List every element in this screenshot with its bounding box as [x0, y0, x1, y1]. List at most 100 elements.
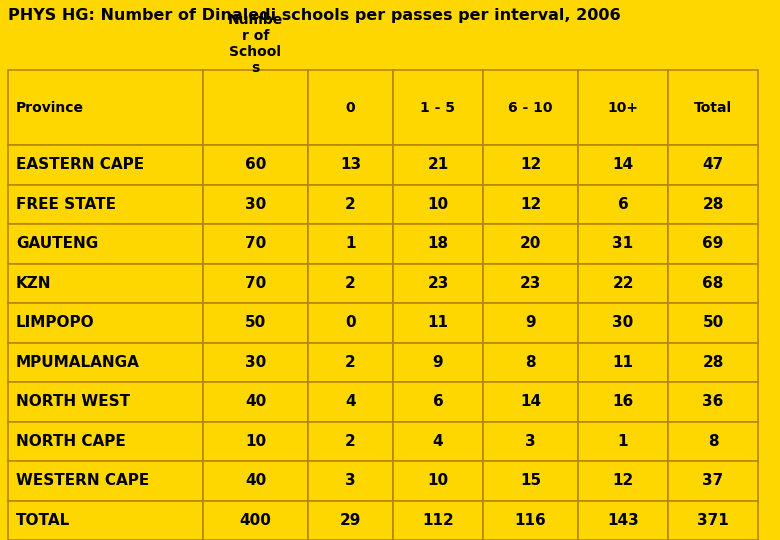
Text: 50: 50	[702, 315, 724, 330]
Bar	[483, 342, 578, 382]
Text: 371: 371	[697, 513, 729, 528]
Text: 112: 112	[422, 513, 454, 528]
Text: 31: 31	[612, 237, 633, 251]
Bar	[393, 422, 483, 461]
Text: 4: 4	[346, 394, 356, 409]
Bar	[483, 422, 578, 461]
Bar	[578, 342, 668, 382]
Text: 3: 3	[346, 473, 356, 488]
Bar	[483, 185, 578, 224]
Text: NORTH WEST: NORTH WEST	[16, 394, 130, 409]
Bar	[308, 145, 393, 185]
Text: EASTERN CAPE: EASTERN CAPE	[16, 157, 144, 172]
Text: 9: 9	[433, 355, 443, 370]
Bar	[8, 70, 203, 145]
Text: 13: 13	[340, 157, 361, 172]
Text: 47: 47	[702, 157, 724, 172]
Text: 9: 9	[525, 315, 536, 330]
Bar	[203, 145, 308, 185]
Text: 28: 28	[702, 355, 724, 370]
Bar	[203, 342, 308, 382]
Bar	[308, 303, 393, 342]
Text: 28: 28	[702, 197, 724, 212]
Text: 23: 23	[519, 276, 541, 291]
Bar	[578, 224, 668, 264]
Bar	[578, 185, 668, 224]
Bar	[668, 501, 758, 540]
Bar	[578, 303, 668, 342]
Text: FREE STATE: FREE STATE	[16, 197, 116, 212]
Bar	[668, 145, 758, 185]
Text: KZN: KZN	[16, 276, 51, 291]
Text: 36: 36	[702, 394, 724, 409]
Bar	[393, 224, 483, 264]
Text: 68: 68	[702, 276, 724, 291]
Text: 37: 37	[702, 473, 724, 488]
Bar	[393, 185, 483, 224]
Text: 2: 2	[345, 197, 356, 212]
Bar	[393, 145, 483, 185]
Text: LIMPOPO: LIMPOPO	[16, 315, 94, 330]
Text: 8: 8	[525, 355, 536, 370]
Text: MPUMALANGA: MPUMALANGA	[16, 355, 140, 370]
Text: 6: 6	[618, 197, 629, 212]
Text: 70: 70	[245, 237, 266, 251]
Bar	[393, 342, 483, 382]
Bar	[483, 303, 578, 342]
Bar	[578, 501, 668, 540]
Text: 6: 6	[433, 394, 443, 409]
Bar	[308, 70, 393, 145]
Bar	[393, 382, 483, 422]
Bar	[393, 461, 483, 501]
Bar	[203, 264, 308, 303]
Bar	[8, 185, 203, 224]
Bar	[393, 264, 483, 303]
Text: 23: 23	[427, 276, 448, 291]
Text: 4: 4	[433, 434, 443, 449]
Text: TOTAL: TOTAL	[16, 513, 70, 528]
Bar	[203, 185, 308, 224]
Text: 30: 30	[245, 355, 266, 370]
Bar	[8, 342, 203, 382]
Bar	[668, 342, 758, 382]
Text: 143: 143	[607, 513, 639, 528]
Text: 11: 11	[612, 355, 633, 370]
Bar	[668, 422, 758, 461]
Text: 12: 12	[520, 157, 541, 172]
Bar	[668, 70, 758, 145]
Bar	[8, 461, 203, 501]
Bar	[668, 461, 758, 501]
Bar	[203, 303, 308, 342]
Bar	[393, 70, 483, 145]
Text: 60: 60	[245, 157, 266, 172]
Bar	[483, 264, 578, 303]
Bar	[8, 382, 203, 422]
Text: NORTH CAPE: NORTH CAPE	[16, 434, 126, 449]
Bar	[578, 422, 668, 461]
Bar	[668, 303, 758, 342]
Bar	[308, 501, 393, 540]
Text: 6 - 10: 6 - 10	[509, 100, 553, 114]
Text: 116: 116	[515, 513, 546, 528]
Text: 3: 3	[525, 434, 536, 449]
Bar	[308, 224, 393, 264]
Text: 30: 30	[612, 315, 633, 330]
Bar	[308, 264, 393, 303]
Bar	[308, 422, 393, 461]
Text: 2: 2	[345, 434, 356, 449]
Bar	[308, 342, 393, 382]
Bar	[578, 264, 668, 303]
Bar	[8, 303, 203, 342]
Bar	[203, 382, 308, 422]
Text: 16: 16	[612, 394, 633, 409]
Text: 12: 12	[520, 197, 541, 212]
Text: 10: 10	[427, 473, 448, 488]
Text: 2: 2	[345, 276, 356, 291]
Text: 1: 1	[618, 434, 628, 449]
Bar	[203, 422, 308, 461]
Bar	[8, 224, 203, 264]
Text: 14: 14	[520, 394, 541, 409]
Text: 15: 15	[520, 473, 541, 488]
Text: Province: Province	[16, 100, 84, 114]
Text: 1: 1	[346, 237, 356, 251]
